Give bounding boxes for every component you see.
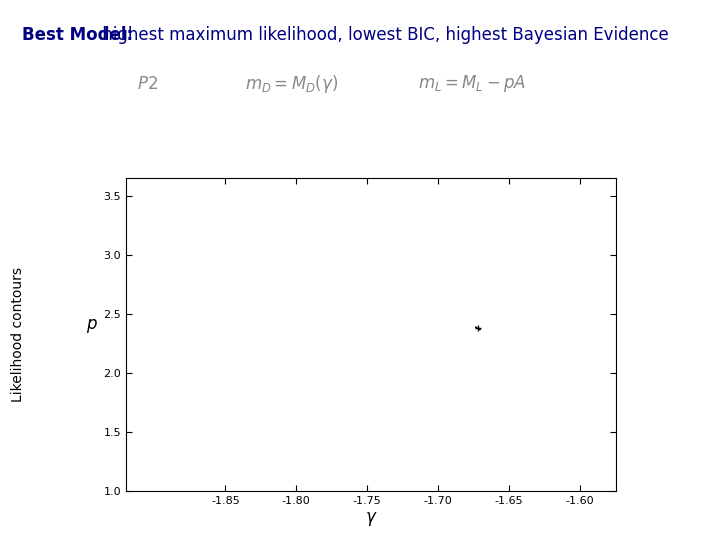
Text: $m_D = M_D(\gamma)$: $m_D = M_D(\gamma)$ [245, 73, 338, 94]
Text: Best Model:: Best Model: [22, 26, 132, 44]
Text: $P2$: $P2$ [137, 75, 158, 93]
Text: Likelihood contours: Likelihood contours [11, 267, 25, 402]
Text: highest maximum likelihood, lowest BIC, highest Bayesian Evidence: highest maximum likelihood, lowest BIC, … [97, 26, 669, 44]
Text: $m_L = M_L - pA$: $m_L = M_L - pA$ [418, 73, 526, 94]
X-axis label: $\gamma$: $\gamma$ [364, 510, 377, 529]
Y-axis label: $p$: $p$ [86, 317, 98, 335]
